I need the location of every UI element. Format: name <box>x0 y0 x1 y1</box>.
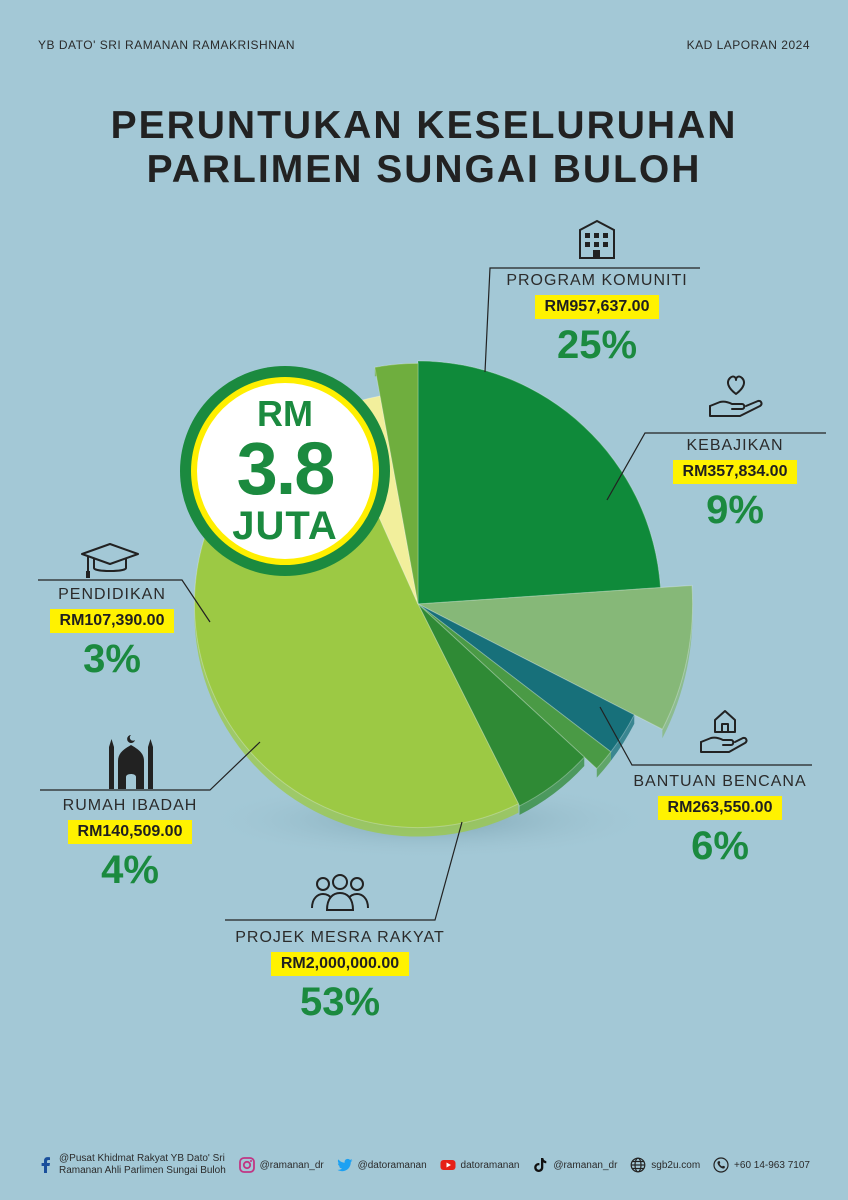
label-bantuan-name: BANTUAN BENCANA <box>633 773 807 790</box>
pie-slice-kebajikan <box>416 584 694 730</box>
leader-kebajikan <box>606 432 826 501</box>
header-author: YB DATO' SRI RAMANAN RAMAKRISHNAN <box>38 38 296 52</box>
label-bantuan-pct: 6% <box>691 824 749 868</box>
label-projek-pct: 53% <box>299 980 381 1024</box>
footer-website-url: sgb2u.com <box>651 1159 701 1171</box>
leader-bantuan <box>599 706 812 766</box>
total-badge: RM 3.8 JUTA <box>180 366 390 576</box>
label-projek-name: PROJEK MESRA RAKYAT <box>235 929 445 946</box>
label-program-pct: 25% <box>556 323 638 367</box>
globe-icon <box>630 1157 646 1173</box>
phone-icon <box>713 1157 729 1173</box>
page-title: PERUNTUKAN KESELURUHAN PARLIMEN SUNGAI B… <box>0 104 848 192</box>
footer-facebook-line1: @Pusat Khidmat Rakyat YB Dato' Sri <box>59 1153 225 1164</box>
label-kebajikan-name: KEBAJIKAN <box>686 437 784 454</box>
total-value: 3.8 <box>236 427 336 510</box>
label-bantuan-amount: RM263,550.00 <box>657 796 783 820</box>
footer-facebook[interactable]: @Pusat Khidmat Rakyat YB Dato' Sri Raman… <box>38 1153 226 1177</box>
footer-twitter-handle: @datoramanan <box>357 1159 427 1171</box>
footer-phone-number: +60 14-963 7107 <box>734 1159 810 1171</box>
leader-projek <box>225 821 463 921</box>
people-group-icon <box>311 874 369 911</box>
label-projek-mesra-rakyat: PROJEK MESRA RAKYAT RM2,000,000.00 53% <box>220 929 460 1024</box>
label-ibadah-amount: RM140,509.00 <box>67 820 193 844</box>
graduation-cap-icon <box>81 543 139 578</box>
label-kebajikan-amount: RM357,834.00 <box>672 460 798 484</box>
label-kebajikan-pct: 9% <box>706 488 764 532</box>
youtube-icon <box>440 1160 456 1170</box>
total-badge-ring: RM 3.8 JUTA <box>191 377 379 565</box>
leader-ibadah <box>40 741 261 791</box>
label-ibadah-pct: 4% <box>101 848 159 892</box>
label-program-name: PROGRAM KOMUNITI <box>506 272 688 289</box>
leader-pendidikan <box>38 579 211 623</box>
title-line-1: PERUNTUKAN KESELURUHAN <box>110 104 738 147</box>
mosque-icon <box>109 735 153 789</box>
label-pendidikan-amount: RM107,390.00 <box>49 609 175 633</box>
footer-youtube-handle: datoramanan <box>460 1159 520 1171</box>
heart-hand-icon <box>709 375 763 417</box>
footer-tiktok-handle: @ramanan_dr <box>553 1159 618 1171</box>
pie-slice-side-bantuan <box>519 757 585 815</box>
pie-slice-side-unlabeled_teal <box>610 714 635 761</box>
footer-tiktok[interactable]: @ramanan_dr <box>532 1157 617 1173</box>
pie-slice-bantuan <box>417 603 585 807</box>
footer: @Pusat Khidmat Rakyat YB Dato' Sri Raman… <box>38 1150 810 1180</box>
label-pendidikan-pct: 3% <box>83 637 141 681</box>
title-line-2: PARLIMEN SUNGAI BULOH <box>146 148 702 191</box>
total-unit: JUTA <box>232 504 338 548</box>
footer-facebook-line2: Ramanan Ahli Parlimen Sungai Buloh <box>59 1165 226 1176</box>
footer-instagram-handle: @ramanan_dr <box>259 1159 324 1171</box>
footer-instagram[interactable]: @ramanan_dr <box>238 1157 324 1173</box>
pie-slice-pendidikan <box>374 362 419 605</box>
footer-twitter[interactable]: @datoramanan <box>336 1157 427 1173</box>
footer-website[interactable]: sgb2u.com <box>630 1157 700 1173</box>
label-bantuan-bencana: BANTUAN BENCANA RM263,550.00 6% <box>620 773 820 868</box>
label-ibadah-name: RUMAH IBADAH <box>62 797 198 814</box>
label-pendidikan-name: PENDIDIKAN <box>58 586 166 603</box>
footer-facebook-text: @Pusat Khidmat Rakyat YB Dato' Sri Raman… <box>59 1153 226 1177</box>
label-kebajikan: KEBAJIKAN RM357,834.00 9% <box>635 437 835 532</box>
label-program-komuniti: PROGRAM KOMUNITI RM957,637.00 25% <box>497 272 697 367</box>
label-program-amount: RM957,637.00 <box>534 295 660 319</box>
house-hand-icon <box>700 710 748 753</box>
header-report-label: KAD LAPORAN 2024 <box>686 38 810 52</box>
footer-phone[interactable]: +60 14-963 7107 <box>713 1157 810 1173</box>
instagram-icon <box>238 1157 255 1173</box>
label-pendidikan: PENDIDIKAN RM107,390.00 3% <box>12 586 212 681</box>
twitter-icon <box>336 1158 353 1172</box>
pie-slice-side-unlabeled_green <box>596 751 611 778</box>
facebook-icon <box>41 1157 50 1173</box>
tiktok-icon <box>534 1158 547 1172</box>
total-prefix: RM <box>257 393 313 434</box>
footer-youtube[interactable]: datoramanan <box>440 1157 520 1173</box>
building-icon <box>579 219 615 259</box>
pie-slice-side-kebajikan <box>662 585 693 739</box>
pie-slice-program <box>417 360 661 605</box>
label-rumah-ibadah: RUMAH IBADAH RM140,509.00 4% <box>30 797 230 892</box>
total-badge-inner: RM 3.8 JUTA <box>197 383 373 559</box>
pie-slice-unlabeled_green <box>417 603 612 770</box>
pie-slice-unlabeled_teal <box>417 603 635 753</box>
leader-program <box>484 267 700 373</box>
label-projek-amount: RM2,000,000.00 <box>270 952 410 976</box>
